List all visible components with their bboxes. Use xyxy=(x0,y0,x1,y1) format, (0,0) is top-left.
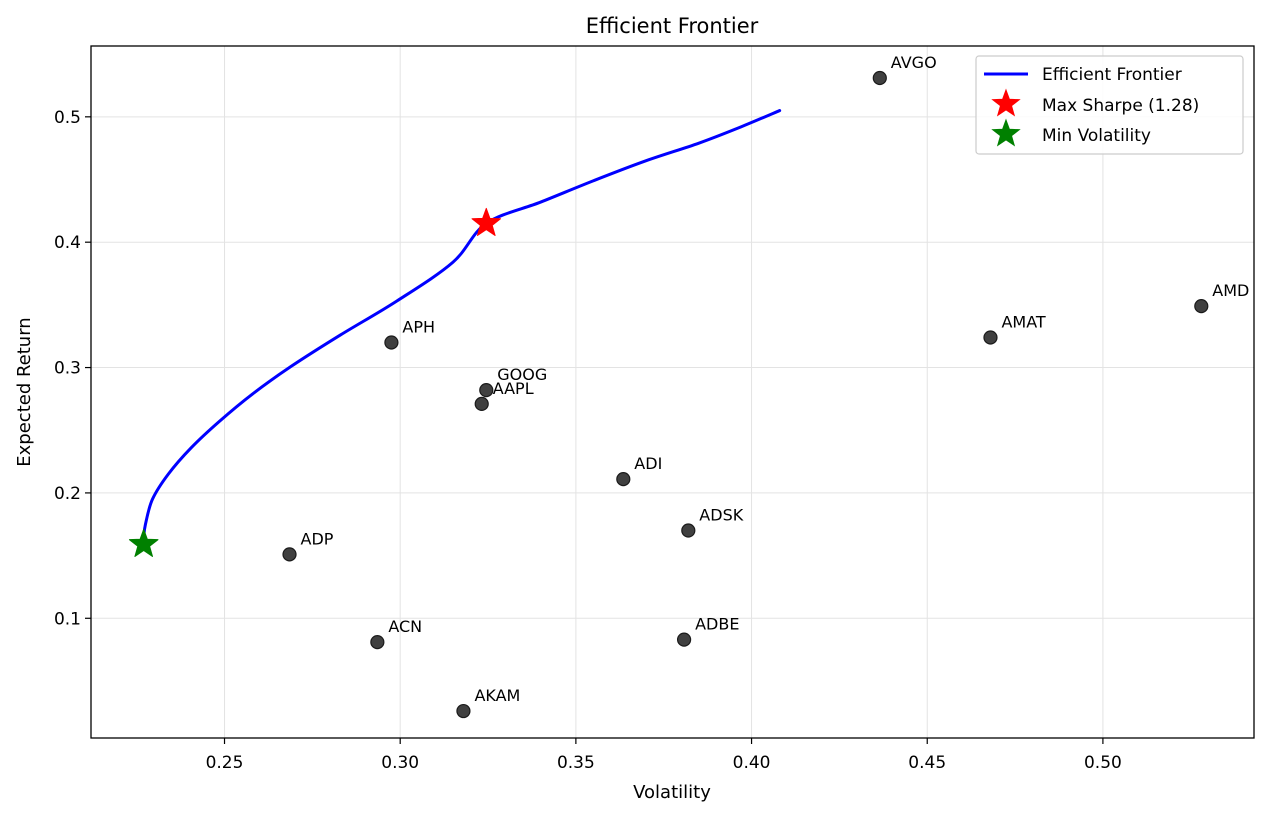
asset-point-aapl xyxy=(474,396,489,412)
x-tick-label: 0.50 xyxy=(1084,753,1122,773)
legend-max-sharpe-swatch xyxy=(991,88,1021,117)
y-tick-label: 0.5 xyxy=(54,108,81,128)
asset-point-adsk xyxy=(681,523,696,538)
asset-label-aapl: AAPL xyxy=(493,379,534,398)
legend-min-volatility-label: Min Volatility xyxy=(1042,126,1151,146)
asset-point-adbe xyxy=(676,632,692,647)
y-axis-title: Expected Return xyxy=(14,317,35,466)
asset-label-adbe: ADBE xyxy=(695,615,739,634)
y-axis-ticks: 0.1 0.2 0.3 0.4 0.5 xyxy=(54,108,91,629)
chart-title: Efficient Frontier xyxy=(586,14,759,38)
asset-point-avgo xyxy=(872,70,887,86)
asset-label-adi: ADI xyxy=(634,454,662,473)
asset-point-acn xyxy=(370,634,385,650)
frontier-layer xyxy=(142,109,782,539)
efficient-frontier-line xyxy=(142,109,782,539)
y-tick-label: 0.2 xyxy=(54,484,81,504)
asset-label-acn: ACN xyxy=(388,617,422,636)
asset-label-amd: AMD xyxy=(1212,281,1249,300)
asset-point-aph xyxy=(384,335,399,350)
x-tick-label: 0.45 xyxy=(908,753,946,773)
asset-point-akam xyxy=(456,703,471,719)
plot-frame xyxy=(90,45,1255,739)
x-tick-label: 0.35 xyxy=(557,753,595,773)
max-sharpe-star xyxy=(471,207,502,237)
portfolio-markers xyxy=(128,207,502,557)
asset-point-adp xyxy=(282,547,297,562)
x-tick-label: 0.25 xyxy=(206,753,244,773)
x-axis-title: Volatility xyxy=(633,782,711,803)
min-volatility-star xyxy=(128,528,159,557)
y-tick-label: 0.1 xyxy=(54,609,81,629)
x-axis-ticks: 0.25 0.30 0.35 0.40 0.45 0.50 xyxy=(206,738,1122,773)
legend-star-green-icon xyxy=(991,118,1021,147)
asset-label-aph: APH xyxy=(402,317,435,336)
asset-point-amat xyxy=(983,330,998,345)
legend-star-red-icon xyxy=(991,88,1021,117)
asset-label-adp: ADP xyxy=(301,529,334,548)
asset-point-amd xyxy=(1194,299,1209,314)
legend-frontier-label: Efficient Frontier xyxy=(1042,65,1182,85)
asset-label-avgo: AVGO xyxy=(891,53,937,72)
x-tick-label: 0.30 xyxy=(381,753,419,773)
asset-label-akam: AKAM xyxy=(474,686,520,705)
legend-max-sharpe-label: Max Sharpe (1.28) xyxy=(1042,96,1199,116)
asset-label-adsk: ADSK xyxy=(699,506,743,525)
y-tick-label: 0.4 xyxy=(54,233,81,253)
asset-label-amat: AMAT xyxy=(1001,312,1045,331)
asset-point-adi xyxy=(616,472,631,487)
legend-min-volatility-swatch xyxy=(991,118,1021,147)
legend: Efficient Frontier Max Sharpe (1.28) Min… xyxy=(975,55,1244,155)
asset-point-goog xyxy=(479,383,494,398)
y-tick-label: 0.3 xyxy=(54,359,81,379)
legend-box xyxy=(975,55,1244,155)
x-tick-label: 0.40 xyxy=(733,753,771,773)
asset-label-goog: GOOG xyxy=(497,365,547,384)
